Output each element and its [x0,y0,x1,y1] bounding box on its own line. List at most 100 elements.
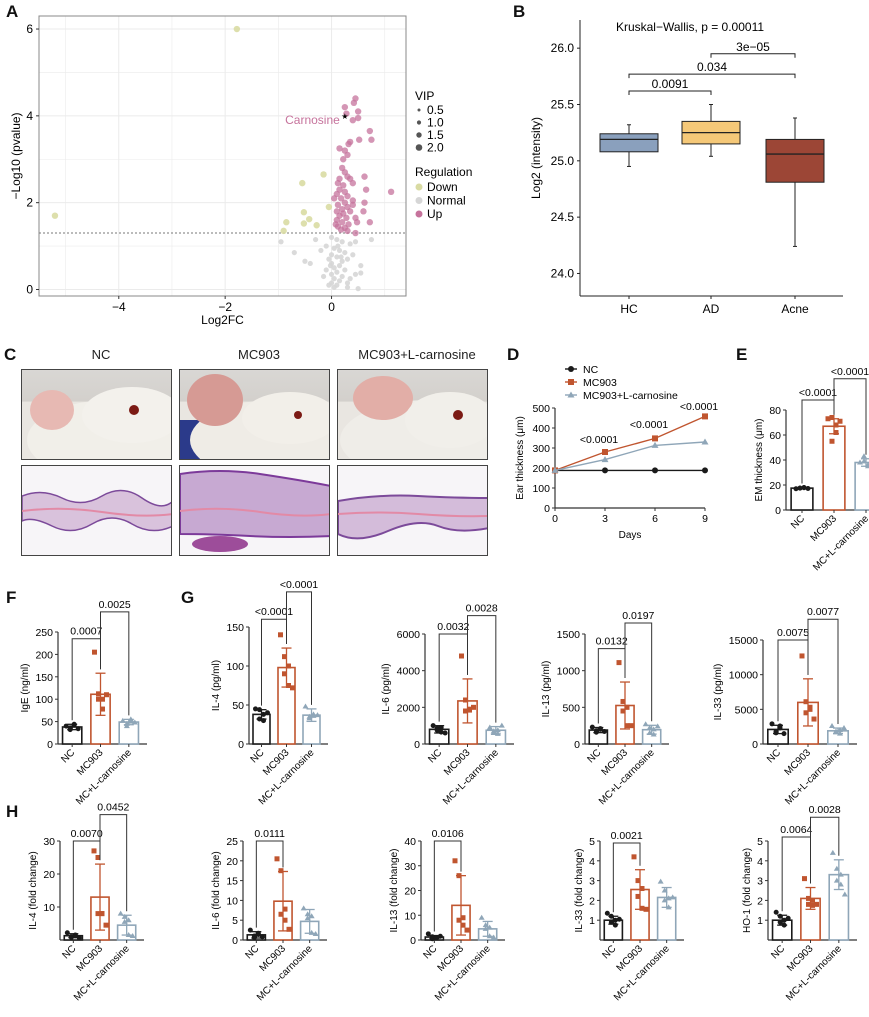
series-line-2 [554,441,706,472]
series-line-1 [554,415,706,472]
panel-label-f: F [6,588,17,607]
boxplot: 24.0 24.5 25.0 25.5 26.0 Log2 (intensity) Krus… [529,20,843,316]
data-point [438,729,444,735]
point-up [354,108,362,115]
x-tick-label: −2 [218,300,232,314]
x-axis-title: Log2FC [201,313,244,327]
data-point [314,712,321,718]
x-tick-label: NC [765,747,783,765]
data-point [657,878,664,884]
data-point [117,910,124,916]
y-tick-label: 10000 [729,670,758,682]
y-tick-label: 10 [404,910,416,922]
data-point [95,855,101,860]
data-point [643,906,649,912]
y-tick-label: 400 [532,423,550,435]
bar-0 [790,487,814,511]
point-normal [328,271,335,277]
data-point [814,901,819,907]
data-point [639,905,645,911]
data-point [601,456,609,463]
panel-label-g: G [181,588,195,607]
data-point [72,933,78,939]
y-tick-label: 2000 [397,702,421,714]
comparison-label: 0.0091 [652,77,689,91]
x-tick-label: NC [59,747,77,765]
y-axis-title: IL-6 (fold change) [211,851,222,929]
point-up [368,136,375,143]
data-point [833,728,839,734]
data-point [652,435,658,442]
point-up [343,214,350,222]
point-up [366,127,374,135]
comparison-label: <0.0001 [799,387,837,399]
y-tick-label: 6000 [397,629,421,641]
data-point [601,729,607,735]
x-tick-label: 0 [328,300,335,314]
point-normal [278,239,284,245]
x-tick-label: AD [703,302,720,316]
data-point [282,654,287,660]
point-up [344,227,351,235]
data-point [810,902,815,908]
data-point [482,922,489,928]
data-point [781,731,787,737]
y-tick-label: 100 [35,694,53,706]
point-up [340,156,347,163]
comparison-label: 0.0077 [807,606,839,618]
mouse-illustration-carnosine [340,376,487,459]
data-point [551,466,559,473]
data-point [282,917,288,923]
data-point [620,698,626,704]
data-point [425,931,431,937]
y-tick-label: 40 [404,836,416,848]
data-point [304,915,311,921]
data-point [781,922,787,928]
point-normal [352,239,359,245]
data-point [807,704,813,710]
data-point [608,913,614,919]
legend-size-title: VIP [415,89,434,103]
comparison-label: <0.0001 [255,606,293,618]
data-point [631,854,637,860]
box-acne [765,138,825,183]
chart-title: Kruskal−Wallis, p = 0.00011 [616,20,764,34]
comparison-label: 0.0028 [466,603,498,615]
legend-size-label: 1.5 [427,128,444,142]
point-normal [358,263,364,269]
comparison-label: 0.0025 [99,599,131,611]
point-normal [307,260,313,267]
y-tick-label: 2 [757,895,763,907]
x-tick-label: 9 [702,513,708,525]
point-normal [339,258,345,264]
comparison-label: 0.0028 [809,804,841,816]
data-point [131,719,138,725]
point-up [361,199,368,206]
point-normal [328,234,335,240]
point-up [362,186,370,193]
data-point [810,897,815,903]
data-point [490,934,497,940]
point-normal [350,252,356,258]
x-tick-label: MC+L-carnosine [811,513,869,573]
y-axis-title: −Log10 (pvalue) [9,112,23,199]
x-tick-label: NC [585,747,603,765]
y-tick-label: 1 [757,915,763,927]
y-axis-title: IL-4 (fold change) [28,851,39,929]
data-point [602,449,608,455]
point-down [300,220,308,227]
data-point [829,438,835,444]
legend-size-label: 1.0 [427,116,444,130]
data-point [785,915,791,921]
panel-label-h: H [6,802,19,821]
data-point [837,730,843,736]
y-tick-label: 0 [414,739,420,751]
y-tick-label: 24.0 [551,266,575,280]
data-point [608,919,614,925]
data-point [861,458,867,464]
legend-color-label: Normal [427,194,466,208]
data-point [68,934,74,940]
y-tick-label: 60 [769,430,781,442]
